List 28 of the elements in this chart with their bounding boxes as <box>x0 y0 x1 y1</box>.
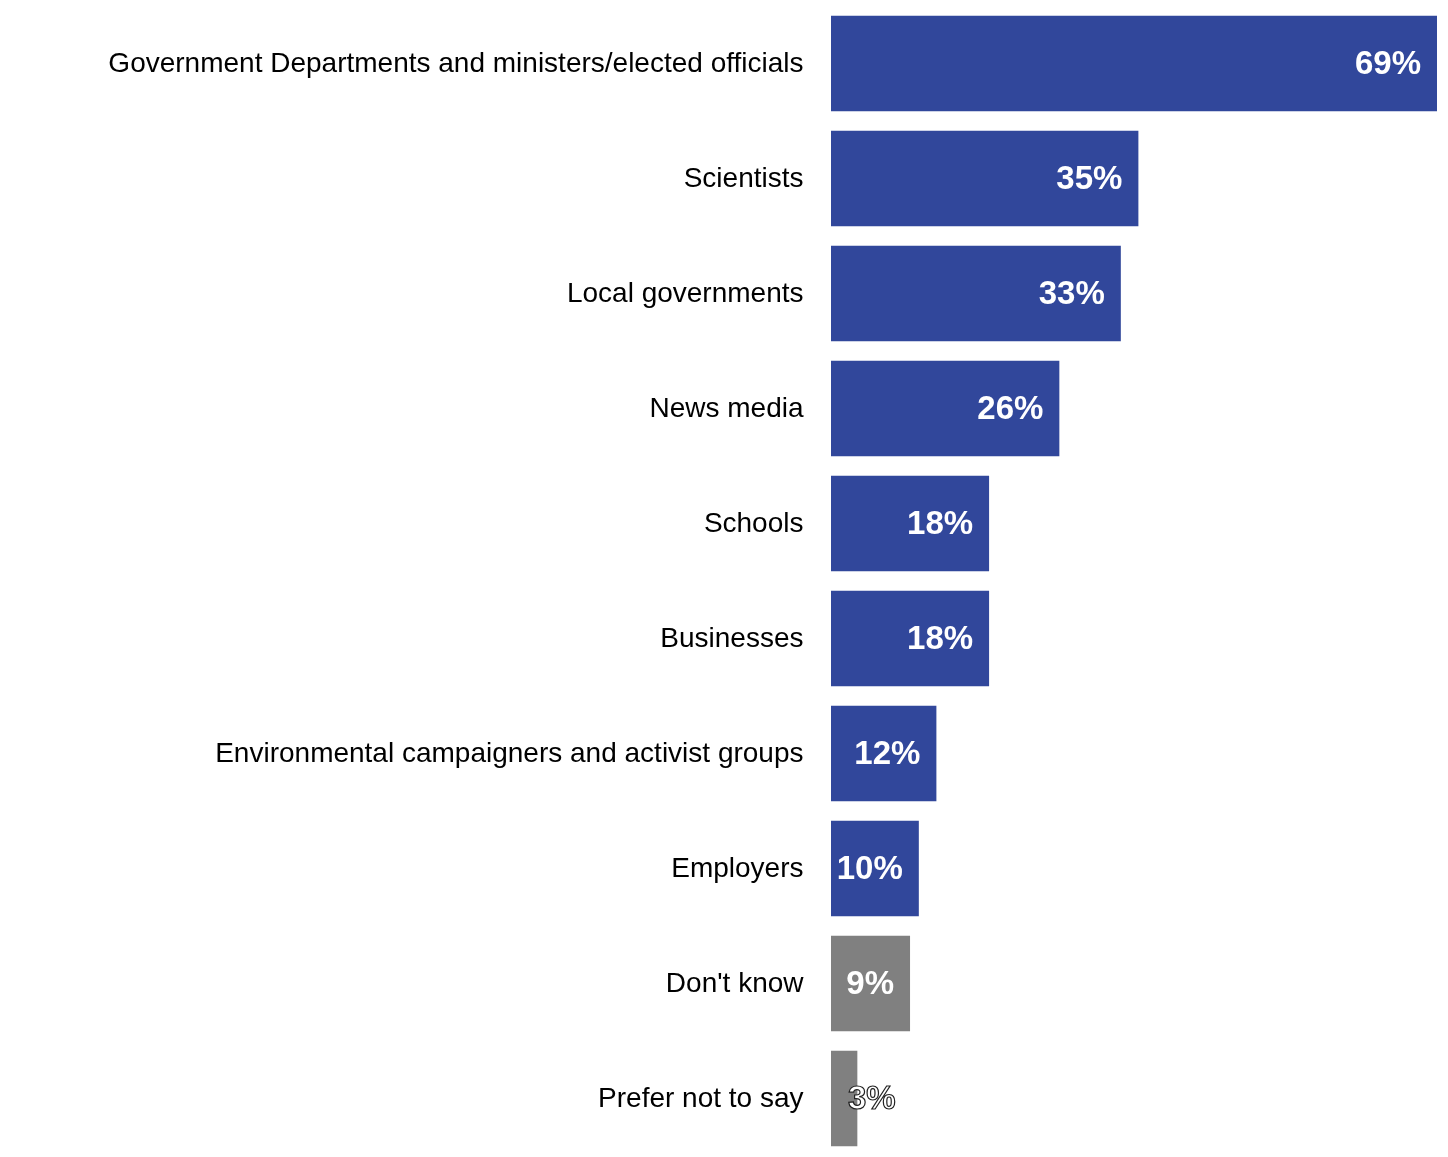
y-tick-label: Scientists <box>683 161 804 193</box>
data-label: 35% <box>1056 158 1123 196</box>
data-label: 33% <box>1038 273 1105 311</box>
bar <box>831 935 911 1032</box>
bar <box>831 15 1437 112</box>
y-tick-label: Schools <box>703 506 804 538</box>
bar <box>831 245 1121 342</box>
bar <box>831 820 919 917</box>
y-tick-label: Businesses <box>660 621 804 653</box>
bar <box>831 590 990 687</box>
y-tick-label: Don't know <box>665 966 805 998</box>
bar <box>831 475 990 572</box>
data-label: 18% <box>907 618 974 656</box>
data-label: 9% <box>846 963 895 1001</box>
data-label: 69% <box>1354 43 1421 81</box>
bar <box>831 360 1060 457</box>
y-tick-label: Local governments <box>566 276 804 308</box>
y-tick-label: Employers <box>671 851 804 883</box>
data-label: 10% <box>836 848 903 886</box>
data-label: 18% <box>907 503 974 541</box>
y-tick-label: Prefer not to say <box>598 1081 804 1113</box>
y-tick-label: Government Departments and ministers/elected officials <box>108 46 804 78</box>
bar <box>831 705 937 802</box>
y-tick-label: Environmental campaigners and activist groups <box>215 736 804 768</box>
data-label: 26% <box>977 388 1044 426</box>
bar <box>831 130 1139 227</box>
y-tick-label: News media <box>649 391 804 423</box>
data-label: 12% <box>854 733 921 771</box>
